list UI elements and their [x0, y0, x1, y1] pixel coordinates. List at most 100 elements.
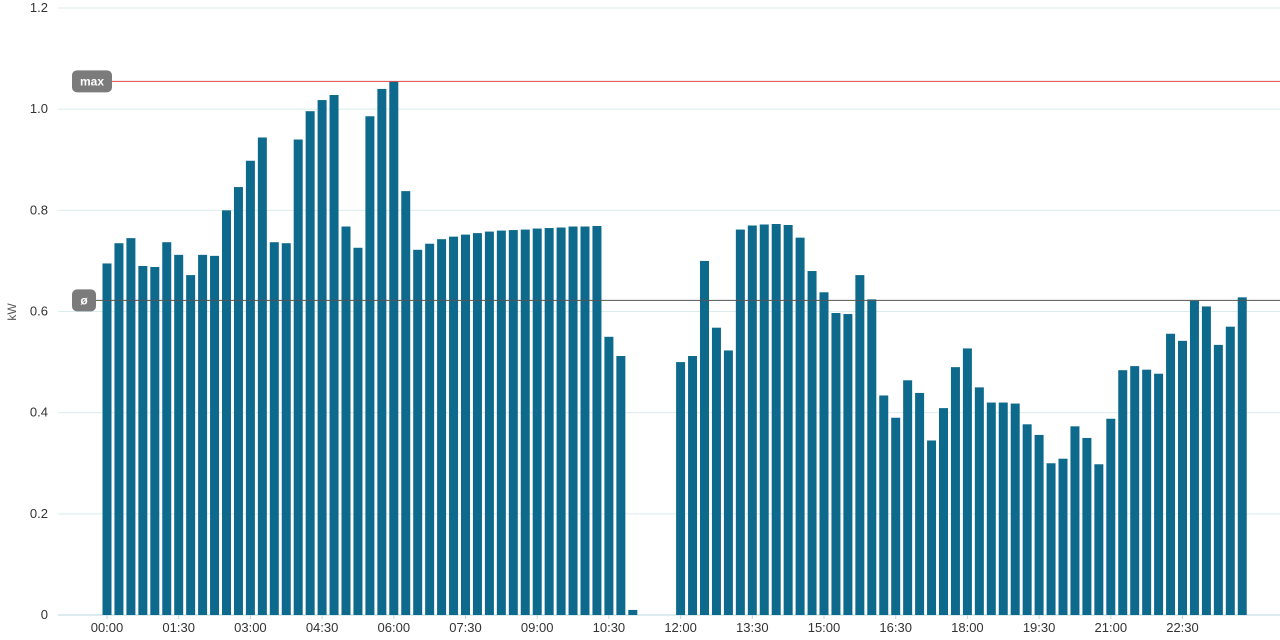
bar [1034, 434, 1044, 615]
x-tick-label: 04:30 [306, 620, 339, 635]
bar [508, 230, 518, 615]
bar [568, 226, 578, 615]
bar [1094, 464, 1104, 615]
bar [950, 367, 960, 615]
bar [198, 254, 208, 615]
x-tick-label: 13:30 [736, 620, 769, 635]
bar [747, 225, 757, 615]
bar [293, 139, 303, 615]
bar [1178, 340, 1187, 615]
bar [998, 402, 1008, 615]
bar [365, 116, 375, 615]
bar [102, 263, 112, 615]
x-tick-label: 03:00 [234, 620, 267, 635]
bar [1225, 326, 1235, 615]
bar [174, 254, 184, 615]
x-tick-label: 09:00 [521, 620, 554, 635]
bar [544, 228, 554, 616]
y-tick-label: 1.2 [30, 0, 48, 15]
bar [437, 239, 447, 616]
y-tick-label: 0.2 [30, 506, 48, 521]
bar [126, 238, 136, 615]
bar [807, 271, 817, 615]
bar [389, 81, 399, 616]
reference-lines: max ø [72, 70, 1280, 312]
bar [484, 231, 494, 615]
x-tick-label: 00:00 [91, 620, 124, 635]
bar [903, 380, 913, 615]
reference-label: max [80, 74, 104, 88]
x-tick-label: 15:00 [808, 620, 841, 635]
bar [1118, 370, 1128, 615]
x-tick-label: 06:00 [378, 620, 411, 635]
bar [1189, 300, 1199, 615]
bar [843, 314, 853, 615]
bar [353, 247, 363, 615]
bar [1022, 424, 1032, 615]
bar [1213, 344, 1223, 615]
bar [676, 362, 686, 615]
bar [580, 226, 590, 615]
x-tick-label: 16:30 [879, 620, 912, 635]
y-axis-ticks: 0 0.2 0.4 0.6 0.8 1.0 1.2 [30, 0, 48, 622]
bar [867, 299, 877, 615]
bar [795, 237, 805, 615]
bar [317, 100, 327, 615]
y-tick-label: 0.4 [30, 405, 48, 420]
bar [986, 402, 996, 615]
bar [461, 234, 470, 616]
bar [305, 111, 315, 615]
bar [472, 233, 482, 615]
bar [604, 336, 614, 615]
reference-badge [72, 289, 96, 312]
bar [1082, 437, 1092, 615]
bar [1058, 458, 1068, 615]
bar [520, 229, 530, 615]
y-tick-label: 1.0 [30, 101, 48, 116]
bar [269, 242, 279, 615]
bar [1142, 369, 1152, 615]
x-axis-ticks: 00:00 01:30 03:00 04:30 06:00 07:30 09:00 10:30… [91, 615, 1199, 635]
bar [1237, 297, 1247, 615]
bar [377, 88, 387, 616]
bar [915, 392, 925, 615]
bar [616, 356, 626, 615]
bar [341, 226, 351, 615]
bar [329, 95, 339, 615]
bar [735, 229, 745, 615]
y-tick-label: 0 [41, 607, 48, 622]
x-tick-label: 18:00 [951, 620, 984, 635]
x-tick-label: 12:00 [664, 620, 697, 635]
bar [759, 224, 769, 615]
bar [711, 327, 721, 615]
bar [688, 356, 698, 615]
bar [1010, 403, 1020, 615]
bar [556, 227, 566, 615]
bar [281, 243, 291, 615]
x-tick-label: 21:00 [1095, 620, 1128, 635]
bar [927, 440, 937, 615]
bar [783, 225, 793, 615]
bar [1154, 373, 1164, 615]
bar [1070, 426, 1080, 615]
bar [831, 313, 841, 615]
bar [150, 266, 160, 615]
bar [449, 236, 459, 615]
bar [114, 243, 124, 615]
bar [245, 160, 255, 615]
bar [138, 265, 148, 615]
bar [1106, 418, 1116, 615]
bar [496, 230, 506, 615]
bar [723, 350, 733, 615]
bar [162, 242, 172, 615]
bar [592, 226, 602, 615]
x-tick-label: 01:30 [162, 620, 195, 635]
x-tick-label: 10:30 [593, 620, 626, 635]
reference-badge [72, 70, 112, 93]
x-tick-label: 19:30 [1023, 620, 1056, 635]
bar [891, 417, 901, 615]
bar [222, 210, 231, 615]
bar [771, 223, 781, 616]
bar [700, 260, 709, 615]
